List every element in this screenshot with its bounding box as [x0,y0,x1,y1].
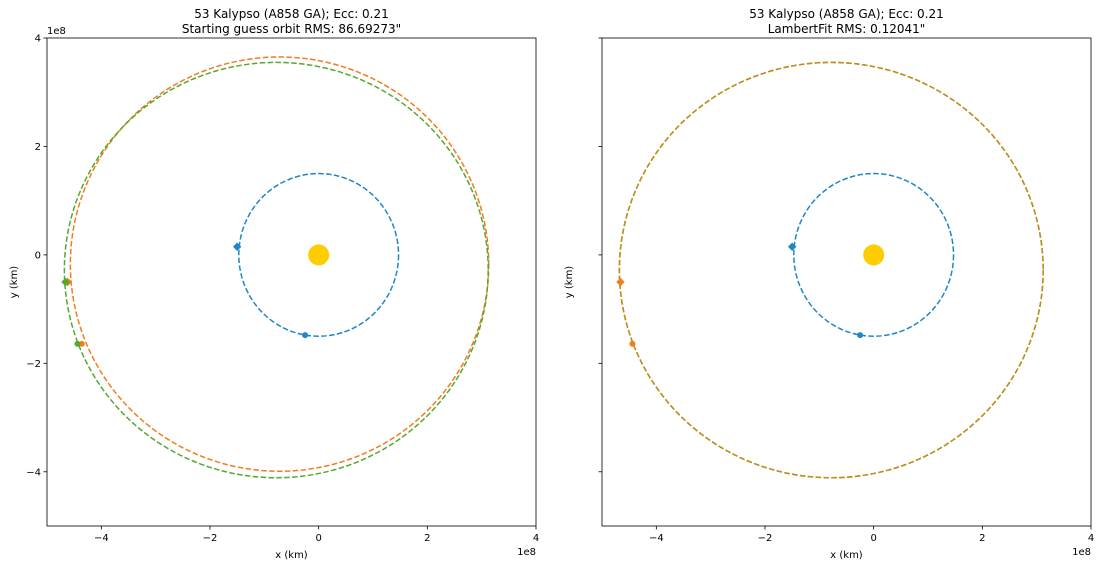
guess-obs-2-marker [78,340,85,347]
true-obs-2-marker [74,340,81,347]
x-tick-label: −4 [94,533,109,544]
x-offset-label: 1e8 [517,547,536,558]
y-tick-label: 0 [35,250,41,261]
chart-title-line-2: Starting guess orbit RMS: 86.69273" [182,22,401,36]
earth-orbit-line [238,172,400,337]
fit-obs-1-marker [616,277,625,287]
y-axis-label: y (km) [564,266,575,299]
subplot-2: 53 Kalypso (A858 GA); Ecc: 0.21LambertFi… [564,7,1094,561]
fit-obs-2-marker [629,340,636,347]
x-tick-label: −2 [203,533,218,544]
y-tick-label: −4 [26,467,41,478]
x-axis-label: x (km) [275,550,308,561]
chart-title-line-2: LambertFit RMS: 0.12041" [768,22,926,36]
axes-frame [46,37,537,527]
earth-orbit-line [793,172,955,337]
chart-title-line-1: 53 Kalypso (A858 GA); Ecc: 0.21 [749,7,944,21]
y-offset-label: 1e8 [47,26,66,37]
earth-obs-2-marker [302,332,309,339]
x-axis-label: x (km) [830,550,863,561]
plot-area [61,56,490,479]
x-tick-label: 0 [315,533,321,544]
x-tick-label: 0 [870,533,876,544]
x-tick-label: −2 [758,533,773,544]
fit-orbit-line [618,61,1044,479]
earth-obs-2-marker [857,332,864,339]
y-tick-label: 4 [35,34,41,45]
x-tick-label: 4 [1088,533,1094,544]
sun-marker [308,244,330,266]
earth-obs-1-marker [787,242,797,251]
x-tick-label: 2 [979,533,985,544]
chart-title-line-1: 53 Kalypso (A858 GA); Ecc: 0.21 [194,7,389,21]
x-tick-label: 4 [533,533,539,544]
y-tick-label: −2 [26,359,41,370]
true-obs-1-marker [61,277,70,287]
x-tick-label: −4 [649,533,664,544]
sun-marker [863,244,885,266]
x-offset-label: 1e8 [1072,547,1091,558]
x-tick-label: 2 [424,533,430,544]
axes-frame [601,37,1092,527]
y-axis-label: y (km) [9,266,20,299]
y-tick-label: 2 [35,142,41,153]
earth-obs-1-marker [232,242,242,251]
true-orbit-line [63,61,489,479]
plot-area [616,61,1044,479]
subplot-1: 53 Kalypso (A858 GA); Ecc: 0.21Starting … [9,7,539,561]
